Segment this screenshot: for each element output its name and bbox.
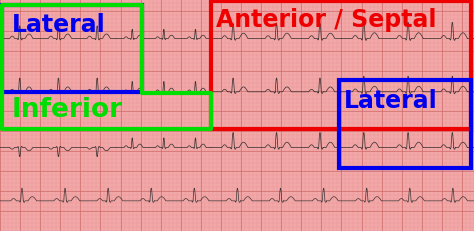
Bar (211, 2, 471, 129)
Bar (339, 81, 471, 169)
Bar (2, 6, 142, 92)
Text: Lateral: Lateral (12, 13, 106, 36)
Text: Lateral: Lateral (344, 89, 438, 113)
Text: Inferior: Inferior (12, 97, 123, 123)
Text: Anterior / Septal: Anterior / Septal (216, 8, 436, 32)
